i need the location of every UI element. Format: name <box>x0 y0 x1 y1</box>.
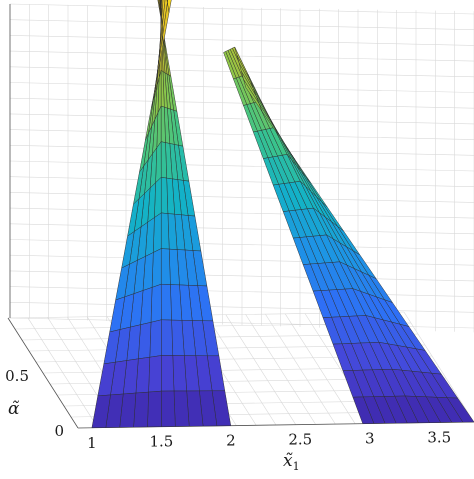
back-grid-hline <box>9 160 474 172</box>
x-tick-label: 3 <box>365 430 375 448</box>
left-peak-facet <box>171 319 185 356</box>
back-grid-hline <box>9 113 474 125</box>
y-axis-line <box>7 317 79 429</box>
x-tick-label: 1 <box>87 434 97 452</box>
back-grid-hline <box>9 192 474 203</box>
x-tick-label: 3.5 <box>427 429 451 447</box>
x-axis-label: x̃1 <box>283 451 300 473</box>
left-peak-facet <box>173 390 190 427</box>
surface-mesh <box>91 0 474 429</box>
back-grid-hline <box>9 239 474 250</box>
back-grid-hline <box>9 50 474 62</box>
back-grid-hline <box>9 286 474 297</box>
left-peak-facet <box>157 0 160 7</box>
x-tick-label: 2 <box>226 432 236 450</box>
back-wall-grid <box>9 3 474 333</box>
left-peak-facet <box>150 283 162 323</box>
left-peak-facet <box>160 177 169 214</box>
back-grid-hline <box>9 207 474 219</box>
x-tick-label: 2.5 <box>288 431 312 449</box>
left-peak-facet <box>133 391 149 428</box>
right-peak-facet <box>446 397 474 423</box>
left-peak-facet <box>160 283 172 321</box>
left-peak-facet <box>161 390 176 427</box>
left-peak-facet <box>161 355 175 392</box>
y-axis-label: α̃ <box>8 399 20 419</box>
left-peak-facet <box>161 319 174 356</box>
back-grid-hline <box>9 254 474 266</box>
back-grid-hline <box>9 270 474 282</box>
left-peak-facet <box>158 0 161 6</box>
left-peak-facet <box>91 394 111 429</box>
back-grid-hline <box>9 97 474 109</box>
back-grid-hline <box>9 145 474 156</box>
back-grid-hline <box>9 176 474 187</box>
y-tick-label: 0.5 <box>5 367 29 385</box>
left-peak-facet <box>160 212 170 250</box>
back-grid-hline <box>9 35 474 46</box>
tick-labels: 1 1.5 2 2.5 3 3.5 0 0.5 <box>5 367 451 452</box>
x-tick-label: 1.5 <box>149 433 173 451</box>
back-grid-hline <box>9 223 474 235</box>
back-grid-hline <box>9 129 474 140</box>
left-peak-facet <box>172 355 187 392</box>
left-peak-facet <box>148 355 162 393</box>
left-peak-facet <box>147 390 162 428</box>
left-peak-facet <box>149 319 162 358</box>
left-peak-facet <box>151 248 162 288</box>
back-grid-hline <box>9 3 474 15</box>
left-peak-facet <box>160 248 171 285</box>
left-peak-facet <box>160 141 167 179</box>
back-grid-hline <box>9 19 474 30</box>
y-tick-label: 0 <box>54 422 64 440</box>
